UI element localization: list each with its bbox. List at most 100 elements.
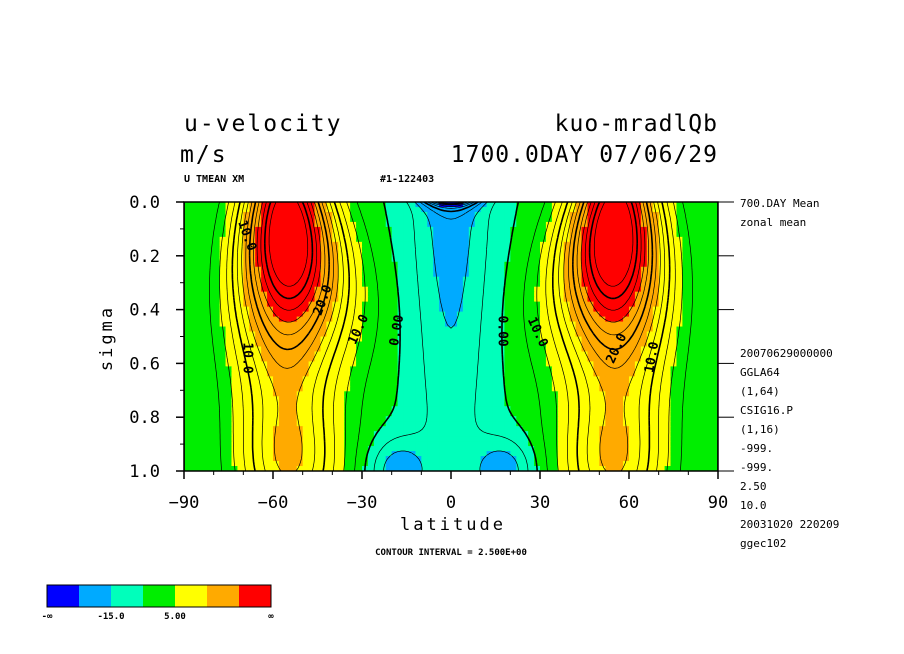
contour-cell	[682, 361, 689, 367]
contour-cell	[522, 296, 529, 303]
contour-cell	[356, 401, 363, 407]
contour-cell	[569, 416, 577, 422]
contour-cell	[545, 356, 553, 363]
contour-cell	[415, 396, 422, 402]
contour-cell	[706, 206, 713, 213]
contour-cell	[587, 431, 594, 437]
contour-cell	[308, 316, 316, 323]
contour-cell	[634, 246, 642, 253]
contour-cell	[480, 291, 488, 298]
contour-cell	[373, 311, 381, 318]
contour-cell	[676, 406, 683, 412]
contour-cell	[308, 421, 316, 427]
contour-cell	[433, 291, 440, 298]
contour-cell	[676, 226, 683, 233]
contour-cell	[510, 236, 517, 243]
contour-cell	[261, 256, 268, 263]
contour-cell	[373, 301, 381, 308]
contour-cell	[688, 411, 695, 417]
contour-cell	[629, 411, 636, 417]
contour-cell	[688, 206, 695, 213]
contour-cell	[557, 251, 565, 258]
contour-cell	[456, 326, 464, 333]
contour-cell	[676, 286, 683, 293]
contour-cell	[516, 346, 523, 353]
contour-cell	[534, 441, 541, 447]
contour-cell	[379, 211, 387, 218]
contour-cell	[350, 311, 357, 318]
contour-cell	[403, 426, 411, 432]
contour-cell	[278, 336, 286, 343]
contour-cell	[581, 346, 589, 353]
contour-cell	[682, 321, 689, 328]
contour-cell	[421, 216, 428, 223]
contour-cell	[545, 202, 553, 208]
contour-cell	[273, 216, 280, 223]
contour-cell	[278, 226, 286, 233]
contour-cell	[356, 286, 363, 293]
contour-cell	[326, 336, 333, 343]
contour-cell	[694, 271, 701, 278]
contour-cell	[462, 291, 470, 298]
contour-cell	[575, 231, 583, 238]
contour-cell	[581, 411, 589, 417]
contour-cell	[350, 366, 357, 372]
contour-cell	[201, 241, 209, 248]
contour-cell	[255, 446, 262, 452]
contour-cell	[201, 416, 209, 422]
contour-cell	[427, 376, 434, 382]
contour-cell	[581, 351, 589, 358]
contour-cell	[480, 461, 488, 467]
contour-cell	[462, 311, 470, 318]
contour-cell	[640, 311, 648, 318]
contour-cell	[599, 256, 606, 263]
contour-cell	[498, 406, 505, 412]
contour-cell	[617, 381, 624, 387]
contour-cell	[676, 461, 683, 467]
contour-cell	[314, 202, 322, 208]
contour-cell	[593, 341, 600, 348]
contour-cell	[421, 421, 428, 427]
contour-cell	[314, 361, 322, 367]
contour-cell	[492, 376, 500, 382]
contour-cell	[587, 426, 594, 432]
contour-cell	[344, 246, 351, 253]
contour-cell	[623, 406, 630, 412]
contour-cell	[273, 241, 280, 248]
contour-cell	[540, 286, 547, 293]
contour-cell	[451, 226, 458, 233]
contour-cell	[700, 266, 707, 273]
contour-cell	[207, 386, 215, 392]
contour-cell	[439, 241, 446, 248]
contour-cell	[522, 286, 529, 293]
contour-line	[236, 202, 666, 471]
contour-cell	[522, 466, 529, 471]
contour-cell	[320, 251, 327, 258]
contour-cell	[350, 356, 357, 363]
contour-cell	[593, 211, 600, 218]
contour-cell	[468, 321, 476, 328]
contour-cell	[480, 211, 488, 218]
contour-cell	[338, 406, 345, 412]
contour-cell	[658, 441, 666, 447]
contour-cell	[540, 321, 547, 328]
contour-cell	[629, 281, 636, 288]
contour-cell	[569, 351, 577, 358]
contour-cell	[362, 346, 369, 353]
contour-cell	[474, 226, 482, 233]
contour-cell	[587, 376, 594, 382]
contour-cell	[522, 391, 529, 397]
contour-cell	[545, 351, 553, 358]
contour-cell	[468, 351, 476, 358]
contour-cell	[468, 446, 476, 452]
contour-cell	[403, 461, 411, 467]
contour-cell	[682, 266, 689, 273]
contour-cell	[682, 461, 689, 467]
contour-cell	[605, 421, 612, 427]
contour-cell	[617, 266, 624, 273]
contour-cell	[652, 446, 660, 452]
contour-cell	[629, 216, 636, 223]
contour-cell	[688, 336, 695, 343]
contour-cell	[646, 226, 654, 233]
contour-cell	[184, 386, 191, 392]
